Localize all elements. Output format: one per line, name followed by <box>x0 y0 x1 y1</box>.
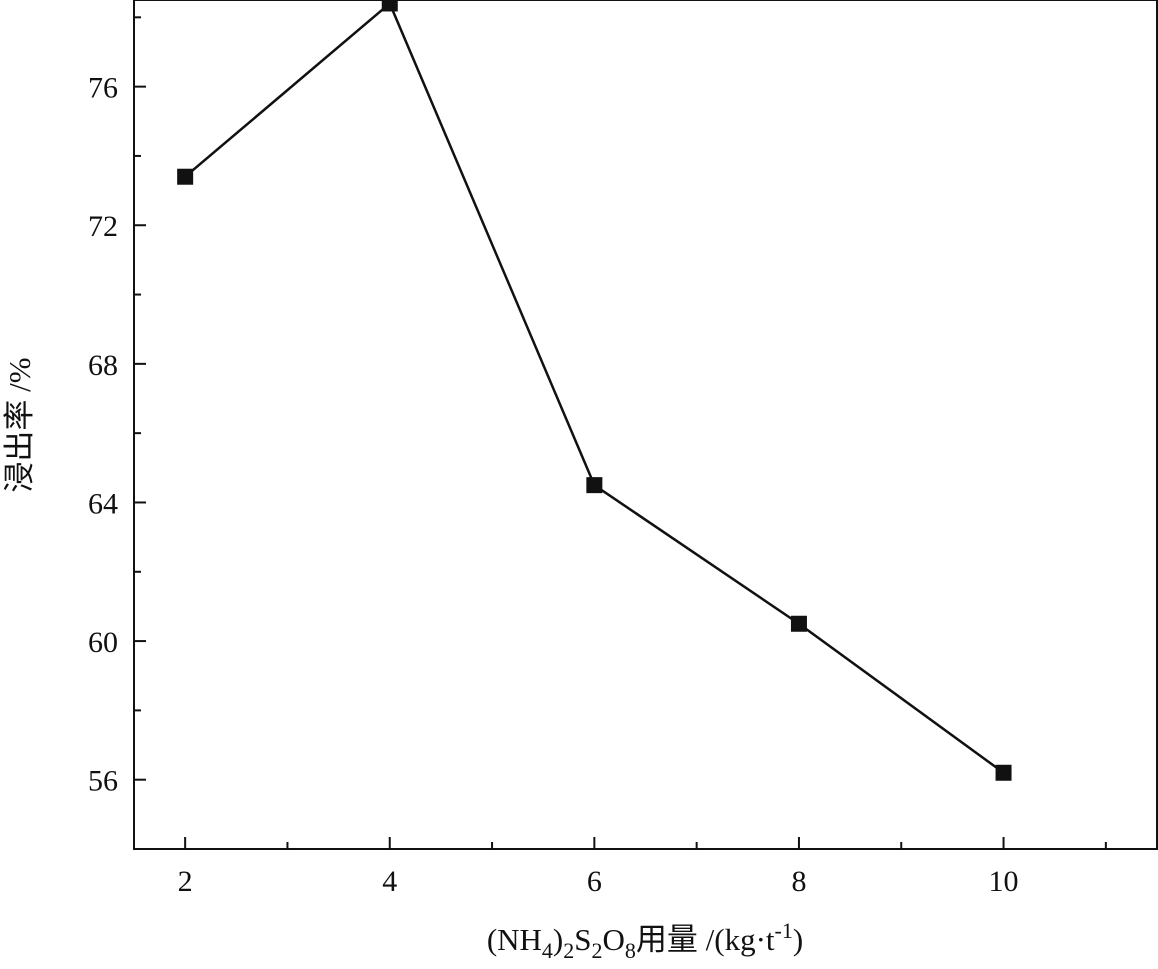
data-point-marker <box>381 0 398 12</box>
x-tick-label: 4 <box>382 865 397 898</box>
x-tick-label: 10 <box>989 865 1019 898</box>
series-line <box>184 1 1005 774</box>
data-point-marker <box>177 168 194 185</box>
y-tick-label: 72 <box>88 210 118 243</box>
data-point-marker <box>586 477 603 494</box>
plot-frame <box>133 0 1158 850</box>
y-tick-label: 76 <box>88 72 118 105</box>
data-point-marker <box>995 764 1012 781</box>
x-tick-label: 6 <box>587 865 602 898</box>
data-markers <box>177 0 1012 781</box>
x-axis-label: (NH4)2S2O8用量 /(kg·t-1) <box>487 918 803 963</box>
y-tick-label: 60 <box>88 626 118 659</box>
y-axis-label: 浸出率 /% <box>2 357 37 492</box>
x-tick-label: 2 <box>178 865 193 898</box>
data-point-marker <box>790 615 807 632</box>
y-tick-label: 56 <box>88 765 118 798</box>
x-tick-label: 8 <box>791 865 806 898</box>
y-tick-label: 64 <box>88 487 118 520</box>
axis-ticks <box>134 16 1107 849</box>
y-tick-label: 68 <box>88 349 118 382</box>
